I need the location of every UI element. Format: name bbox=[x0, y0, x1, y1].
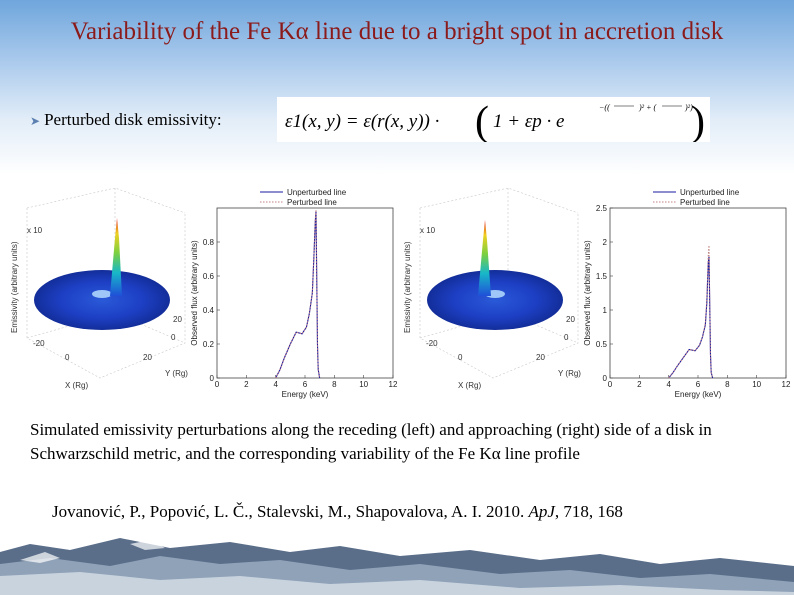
x-tick-label: 10 bbox=[752, 380, 761, 389]
y-tick-label: 1.5 bbox=[596, 272, 608, 281]
reference: Jovanović, P., Popović, L. Č., Stalevski… bbox=[52, 502, 623, 522]
legend-entry: Unperturbed line bbox=[680, 188, 740, 197]
xlabel-surface-right: X (Rg) bbox=[458, 381, 481, 390]
bullet-perturbed-emissivity: ➤ Perturbed disk emissivity: bbox=[30, 110, 222, 130]
formula-paren-left: ( bbox=[475, 99, 489, 142]
line-chart-right: 0 2 4 6 8 10 12 0 0.5 1 1.5 2 2.5 Energy (keV) Observe… bbox=[583, 188, 791, 399]
tick-x-right-0: -20 bbox=[426, 339, 438, 348]
tick-x-left-2: 20 bbox=[143, 353, 152, 362]
formula-lhs: ε1(x, y) = ε(r(x, y)) · bbox=[285, 111, 439, 132]
x-tick-label: 6 bbox=[696, 380, 701, 389]
chart-frame bbox=[609, 207, 787, 379]
svg-text:−((: −(( bbox=[599, 103, 611, 112]
tick-y-right-0: 20 bbox=[566, 315, 575, 324]
bullet-arrow-icon: ➤ bbox=[30, 114, 41, 128]
x-tick-label: 12 bbox=[782, 380, 791, 389]
x-tick-label: 8 bbox=[725, 380, 730, 389]
tick-y-right-1: 0 bbox=[564, 333, 569, 342]
svg-text:)²): )²) bbox=[684, 103, 693, 112]
x-tick-label: 0 bbox=[215, 380, 220, 389]
y-tick-label: 0 bbox=[210, 374, 215, 383]
x-tick-label: 12 bbox=[389, 380, 398, 389]
slide-title: Variability of the Fe Kα line due to a b… bbox=[70, 18, 724, 45]
xlabel-surface-left: X (Rg) bbox=[65, 381, 88, 390]
zlabel-left: Emissivity (arbitrary units) bbox=[10, 241, 19, 333]
formula-paren-right: ) bbox=[691, 99, 705, 142]
disk-hole-left bbox=[92, 290, 112, 298]
legend-entry: Perturbed line bbox=[287, 198, 337, 207]
y-tick-label: 2 bbox=[603, 238, 608, 247]
y-axis-label: Observed flux (arbitrary units) bbox=[190, 240, 199, 346]
tick-x-left-1: 0 bbox=[65, 353, 70, 362]
y-tick-label: 0 bbox=[603, 374, 608, 383]
bright-spot-right bbox=[478, 220, 491, 296]
bright-spot-left bbox=[110, 218, 122, 296]
legend-entry: Unperturbed line bbox=[287, 188, 347, 197]
zscale-right: x 10 bbox=[420, 226, 436, 235]
x-axis-label: Energy (keV) bbox=[675, 390, 722, 399]
tick-y-left-0: 20 bbox=[173, 315, 182, 324]
tick-x-right-2: 20 bbox=[536, 353, 545, 362]
tick-x-left-0: -20 bbox=[33, 339, 45, 348]
reference-journal: ApJ bbox=[528, 502, 555, 521]
y-tick-label: 0.8 bbox=[203, 238, 215, 247]
x-tick-label: 6 bbox=[303, 380, 308, 389]
y-tick-label: 0.4 bbox=[203, 306, 215, 315]
panel-left: x 10 Emissivity (arbitrary units) X (Rg)… bbox=[10, 188, 398, 399]
figure-caption: Simulated emissivity perturbations along… bbox=[30, 420, 712, 463]
x-tick-label: 2 bbox=[244, 380, 249, 389]
y-tick-label: 0.2 bbox=[203, 340, 215, 349]
series-perturbed-line bbox=[275, 209, 321, 379]
y-tick-label: 1 bbox=[603, 306, 608, 315]
reference-authors: Jovanović, P., Popović, L. Č., Stalevski… bbox=[52, 502, 525, 521]
x-tick-label: 4 bbox=[666, 380, 671, 389]
reference-rest: , 718, 168 bbox=[554, 502, 623, 521]
landscape-decoration bbox=[0, 538, 794, 595]
disk-surface-left bbox=[34, 270, 170, 330]
ylabel-surface-right: Y (Rg) bbox=[558, 369, 581, 378]
panel-right: x 10 Emissivity (arbitrary units) X (Rg)… bbox=[403, 188, 791, 399]
bullet-label: Perturbed disk emissivity: bbox=[44, 110, 222, 129]
tick-y-left-1: 0 bbox=[171, 333, 176, 342]
y-axis-label: Observed flux (arbitrary units) bbox=[583, 240, 592, 346]
zlabel-right: Emissivity (arbitrary units) bbox=[403, 241, 412, 333]
legend-entry: Perturbed line bbox=[680, 198, 730, 207]
disk-surface-right bbox=[427, 270, 563, 330]
y-tick-label: 2.5 bbox=[596, 204, 608, 213]
chart-frame bbox=[216, 207, 394, 379]
x-axis-label: Energy (keV) bbox=[282, 390, 329, 399]
tick-x-right-1: 0 bbox=[458, 353, 463, 362]
x-tick-label: 2 bbox=[637, 380, 642, 389]
ylabel-surface-left: Y (Rg) bbox=[165, 369, 188, 378]
svg-text:)² + (: )² + ( bbox=[638, 103, 657, 112]
y-tick-label: 0.6 bbox=[203, 272, 215, 281]
zscale-left: x 10 bbox=[27, 226, 43, 235]
series-perturbed-line bbox=[668, 245, 714, 379]
formula-exponent: −(( )² + ( )²) bbox=[599, 103, 693, 112]
x-tick-label: 4 bbox=[273, 380, 278, 389]
line-chart-left: 0 2 4 6 8 10 12 0 0.2 0.4 0.6 0.8 Energy (keV) Observ… bbox=[190, 188, 398, 399]
formula-rhs: 1 + εp · e bbox=[493, 111, 565, 132]
x-tick-label: 8 bbox=[332, 380, 337, 389]
x-tick-label: 10 bbox=[359, 380, 368, 389]
emissivity-formula: ε1(x, y) = ε(r(x, y)) · ( 1 + εp · e −((… bbox=[277, 97, 710, 142]
y-tick-label: 0.5 bbox=[596, 340, 608, 349]
x-tick-label: 0 bbox=[608, 380, 613, 389]
